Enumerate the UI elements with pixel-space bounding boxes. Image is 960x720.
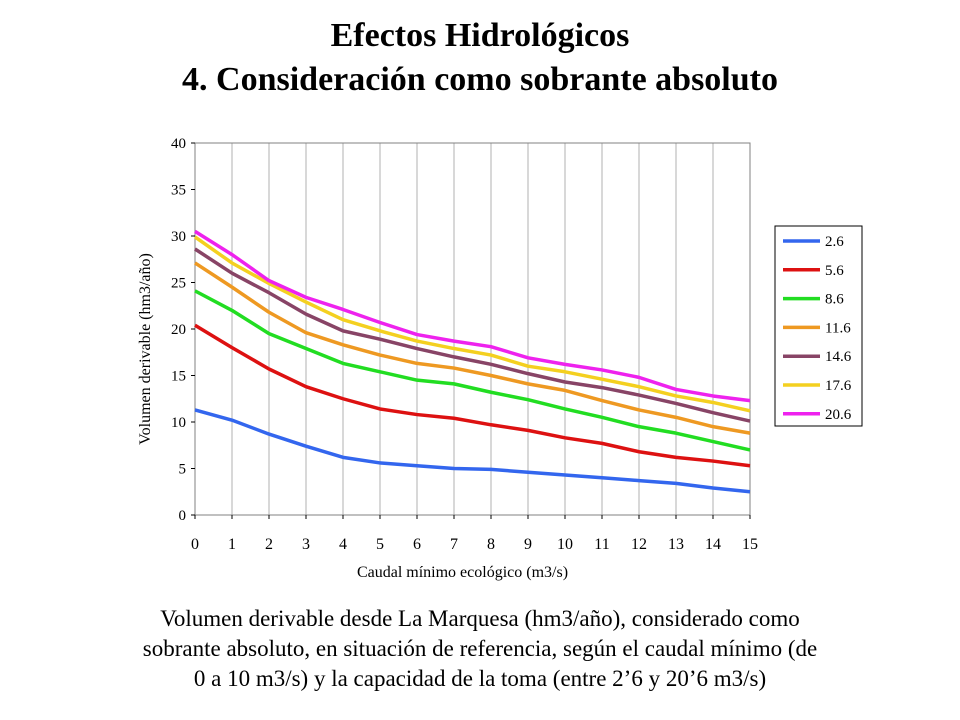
y-tick-label: 30 bbox=[171, 229, 186, 245]
legend-label: 5.6 bbox=[825, 263, 844, 279]
x-tick-label: 1 bbox=[228, 536, 236, 553]
x-tick-label: 8 bbox=[487, 536, 495, 553]
slide-subtitle: 4. Consideración como sobrante absoluto bbox=[182, 61, 778, 98]
legend-label: 11.6 bbox=[825, 320, 851, 336]
y-tick-label: 10 bbox=[171, 415, 186, 431]
y-tick-label: 5 bbox=[179, 462, 187, 478]
caption-line-2: sobrante absoluto, en situación de refer… bbox=[142, 636, 818, 661]
caption-line-3: 0 a 10 m3/s) y la capacidad de la toma (… bbox=[193, 666, 767, 691]
y-tick-label: 20 bbox=[171, 322, 186, 338]
y-axis-label: Volumen derivable (hm3/año) bbox=[137, 253, 154, 445]
x-tick-label: 11 bbox=[594, 536, 609, 553]
legend-label: 20.6 bbox=[825, 407, 852, 423]
y-tick-label: 15 bbox=[171, 369, 186, 385]
legend-label: 8.6 bbox=[825, 292, 844, 308]
legend-label: 2.6 bbox=[825, 234, 844, 250]
series-line-20.6 bbox=[194, 229, 751, 403]
series-line-2.6 bbox=[194, 408, 751, 494]
x-tick-label: 7 bbox=[450, 536, 458, 553]
x-tick-label: 12 bbox=[631, 536, 647, 553]
series-line-5.6 bbox=[194, 323, 751, 468]
plot-area bbox=[194, 142, 751, 516]
series-line-14.6 bbox=[194, 247, 751, 423]
x-tick-label: 10 bbox=[557, 536, 573, 553]
figure-caption: Volumen derivable desde La Marquesa (hm3… bbox=[40, 604, 920, 694]
y-tick-label: 40 bbox=[171, 136, 186, 152]
y-tick-label: 35 bbox=[171, 183, 186, 199]
series-line-8.6 bbox=[194, 289, 751, 452]
x-tick-label: 4 bbox=[339, 536, 347, 553]
slide-title: Efectos Hidrológicos bbox=[330, 17, 630, 54]
x-tick-label: 9 bbox=[524, 536, 532, 553]
x-tick-label: 6 bbox=[413, 536, 421, 553]
x-tick-label: 5 bbox=[376, 536, 384, 553]
x-tick-label: 13 bbox=[668, 536, 684, 553]
y-tick-label: 25 bbox=[171, 276, 186, 292]
caption-line-1: Volumen derivable desde La Marquesa (hm3… bbox=[160, 606, 800, 631]
y-tick-label: 0 bbox=[179, 508, 187, 524]
series-line-17.6 bbox=[193, 235, 751, 413]
x-tick-label: 2 bbox=[265, 536, 273, 553]
legend-label: 17.6 bbox=[825, 378, 852, 394]
x-tick-label: 15 bbox=[742, 536, 758, 553]
x-tick-label: 0 bbox=[191, 536, 199, 553]
x-tick-label: 3 bbox=[302, 536, 310, 553]
legend-label: 14.6 bbox=[825, 349, 852, 365]
x-axis-label: Caudal mínimo ecológico (m3/s) bbox=[357, 564, 568, 581]
series-line-11.6 bbox=[194, 261, 751, 435]
x-tick-label: 14 bbox=[705, 536, 721, 553]
